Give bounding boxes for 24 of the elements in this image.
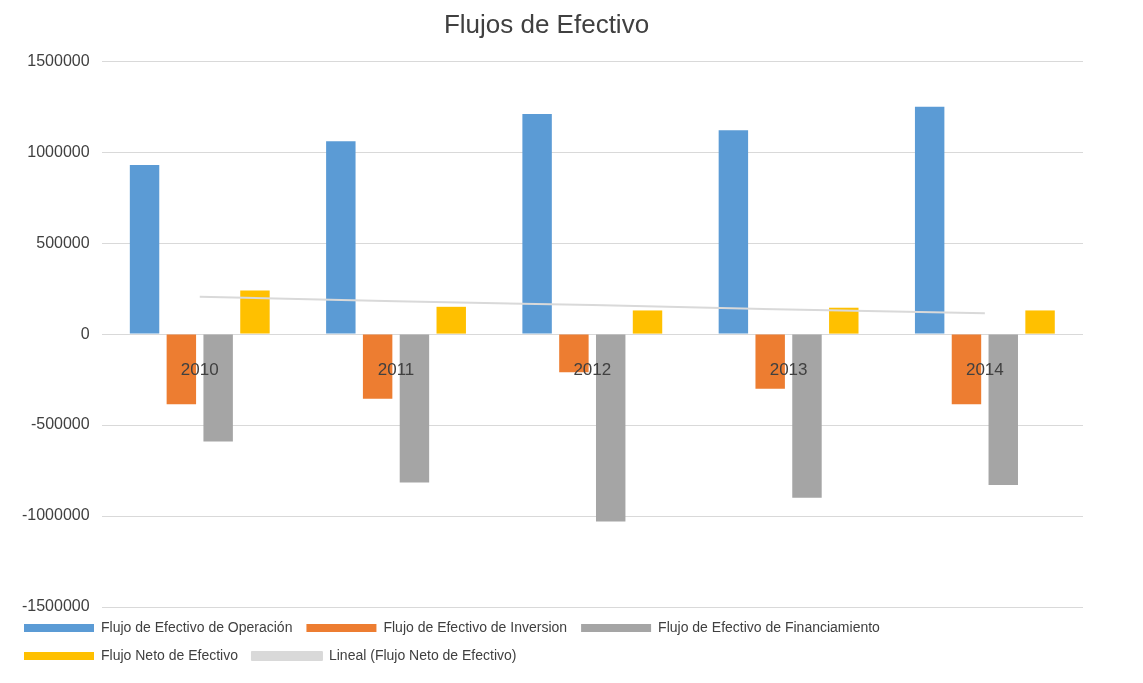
legend-label: Flujo de Efectivo de Inversion	[383, 618, 568, 635]
legend-label: Flujo de Efectivo de Financiamiento	[658, 618, 881, 635]
legend-label: Flujo de Efectivo de Operación	[101, 618, 293, 635]
legend-label: Lineal (Flujo Neto de Efectivo)	[328, 646, 517, 663]
y-tick-label: -1500000	[21, 597, 90, 615]
bar	[914, 106, 945, 334]
y-tick-label: -1000000	[21, 506, 90, 524]
y-tick-label: 1000000	[27, 142, 90, 160]
y-tick-label: 0	[80, 324, 90, 342]
y-tick-label: -500000	[30, 415, 90, 433]
bar	[129, 164, 160, 334]
y-tick-label: 1500000	[27, 51, 90, 69]
bar	[632, 310, 663, 334]
bar	[829, 307, 859, 334]
bar	[1025, 310, 1055, 334]
bar	[436, 306, 466, 334]
y-tick-label: 500000	[36, 233, 90, 251]
bar	[240, 290, 270, 334]
x-tick-label: 2012	[573, 360, 612, 380]
bar	[522, 113, 552, 334]
bar	[718, 130, 749, 334]
legend-label: Flujo Neto de Efectivo	[101, 646, 239, 663]
chart-title: Flujos de Efectivo	[443, 8, 650, 39]
bar	[326, 141, 356, 334]
